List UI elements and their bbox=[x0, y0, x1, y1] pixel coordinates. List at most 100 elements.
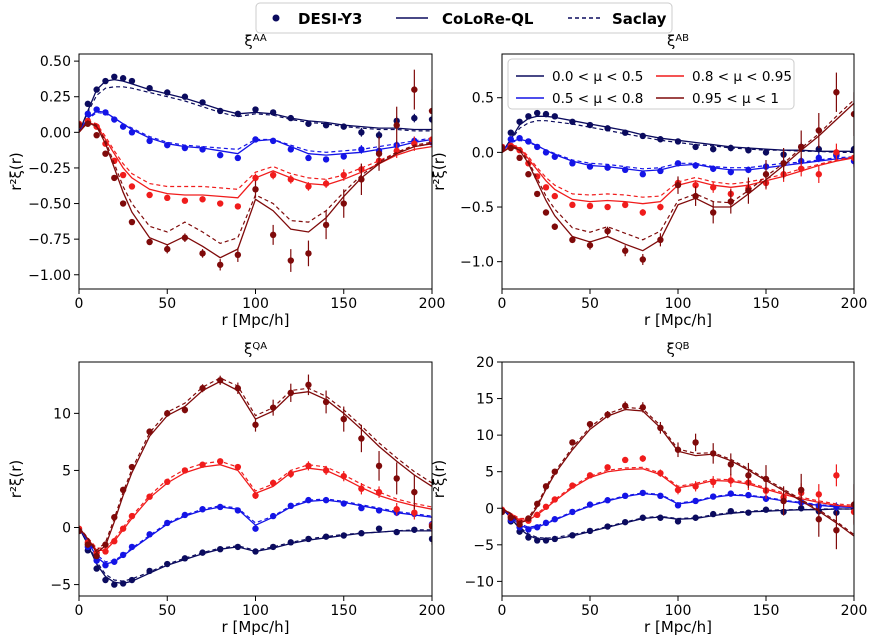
data-point bbox=[692, 143, 699, 151]
data-point bbox=[569, 236, 576, 244]
data-point bbox=[833, 149, 840, 156]
data-point bbox=[393, 528, 400, 536]
data-point bbox=[542, 537, 550, 544]
data-point bbox=[551, 496, 558, 503]
data-point bbox=[358, 504, 365, 512]
series-line-colore bbox=[79, 527, 432, 585]
data-point bbox=[128, 543, 136, 551]
x-tick-label: 100 bbox=[665, 296, 692, 312]
panel-aa: ξAA r [Mpc/h] r²ξ(r) 0 50 100 150 200 −1.00 −0.75… bbox=[7, 32, 445, 329]
series-line-saclay bbox=[79, 377, 432, 552]
x-tick-label: 200 bbox=[419, 296, 446, 312]
data-point bbox=[622, 129, 629, 136]
x-axis-label: r [Mpc/h] bbox=[644, 311, 712, 329]
series-line-saclay bbox=[502, 99, 854, 241]
data-point bbox=[375, 507, 383, 514]
y-tick-label: −10 bbox=[464, 574, 494, 590]
data-point bbox=[128, 183, 136, 190]
data-point bbox=[146, 84, 153, 92]
data-point bbox=[393, 506, 400, 513]
data-point bbox=[586, 420, 594, 428]
data-point bbox=[604, 164, 611, 171]
data-point bbox=[525, 515, 532, 522]
data-point bbox=[525, 526, 532, 533]
data-point bbox=[128, 218, 136, 226]
data-point bbox=[551, 468, 558, 475]
data-point bbox=[375, 525, 383, 532]
data-point bbox=[269, 137, 277, 145]
legend-label-saclay: Saclay bbox=[612, 10, 667, 28]
data-point bbox=[639, 171, 646, 178]
data-point bbox=[358, 129, 365, 136]
data-point bbox=[164, 560, 171, 568]
data-point bbox=[102, 109, 109, 116]
data-point bbox=[727, 198, 734, 205]
data-point bbox=[586, 472, 594, 479]
data-point bbox=[269, 231, 277, 239]
data-point bbox=[322, 533, 330, 540]
data-point bbox=[93, 106, 100, 113]
data-point bbox=[93, 552, 100, 560]
data-point bbox=[745, 166, 752, 174]
data-point bbox=[269, 404, 277, 411]
data-point bbox=[181, 467, 189, 474]
data-point bbox=[119, 200, 127, 207]
data-point bbox=[181, 197, 189, 204]
data-point bbox=[569, 482, 576, 489]
data-point bbox=[93, 565, 100, 572]
data-point bbox=[710, 478, 717, 486]
data-point bbox=[234, 203, 242, 210]
data-point bbox=[234, 507, 242, 514]
data-point bbox=[102, 77, 109, 85]
top-legend-frame bbox=[255, 2, 673, 34]
mu-legend-label: 0.95 < μ < 1 bbox=[692, 91, 779, 107]
data-point bbox=[674, 160, 682, 167]
data-point bbox=[710, 510, 717, 518]
data-point bbox=[507, 129, 514, 136]
data-point bbox=[252, 421, 259, 428]
y-tick-label: 0.5 bbox=[472, 91, 494, 107]
panel-title: ξAA bbox=[244, 32, 266, 50]
data-point bbox=[674, 502, 682, 509]
data-point bbox=[287, 389, 294, 397]
data-point bbox=[762, 171, 770, 178]
data-point bbox=[727, 477, 734, 484]
data-point bbox=[119, 123, 127, 130]
data-point bbox=[340, 500, 347, 507]
data-point bbox=[128, 77, 136, 85]
series-group bbox=[79, 69, 432, 272]
panel-title-superscript: AB bbox=[675, 33, 689, 44]
data-point bbox=[639, 209, 646, 216]
data-point bbox=[604, 125, 611, 132]
data-point bbox=[639, 514, 646, 521]
data-point bbox=[322, 221, 330, 229]
top-legend: DESI-Y3 CoLoRe-QL Saclay bbox=[255, 2, 673, 34]
data-point bbox=[850, 508, 854, 516]
data-point bbox=[586, 121, 594, 129]
x-tick-label: 0 bbox=[75, 603, 84, 619]
x-tick-label: 150 bbox=[753, 296, 780, 312]
series-line-colore bbox=[502, 408, 854, 537]
x-tick-label: 150 bbox=[753, 603, 780, 619]
data-point bbox=[358, 146, 365, 153]
data-point bbox=[93, 131, 100, 139]
x-tick-label: 0 bbox=[75, 296, 84, 312]
data-point bbox=[146, 493, 153, 500]
x-tick-label: 0 bbox=[498, 603, 507, 619]
data-point bbox=[111, 73, 118, 80]
y-tick-label: −5 bbox=[473, 538, 494, 554]
data-point bbox=[305, 496, 312, 504]
data-point bbox=[84, 541, 92, 548]
data-point bbox=[762, 475, 770, 483]
mu-legend-label: 0.0 < μ < 0.5 bbox=[552, 69, 643, 85]
data-point bbox=[622, 166, 629, 174]
data-point bbox=[111, 538, 118, 545]
data-point bbox=[542, 483, 550, 490]
data-point bbox=[525, 113, 532, 120]
data-point bbox=[375, 150, 383, 157]
data-point bbox=[119, 551, 127, 559]
data-point bbox=[551, 113, 558, 120]
data-point bbox=[375, 462, 383, 470]
x-tick-label: 100 bbox=[665, 603, 692, 619]
panel-title: ξQB bbox=[666, 340, 689, 358]
